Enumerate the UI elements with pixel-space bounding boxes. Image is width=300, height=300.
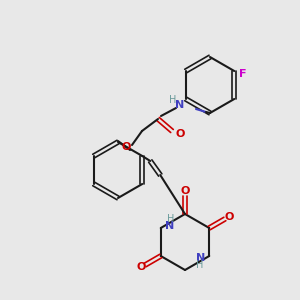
Text: N: N — [165, 221, 174, 231]
Text: O: O — [180, 186, 190, 196]
Text: H: H — [196, 260, 203, 270]
Text: N: N — [176, 100, 184, 110]
Text: O: O — [176, 129, 185, 139]
Text: H: H — [167, 214, 174, 224]
Text: F: F — [239, 69, 247, 79]
Text: O: O — [136, 262, 146, 272]
Text: N: N — [196, 253, 205, 263]
Text: O: O — [224, 212, 234, 221]
Text: O: O — [121, 142, 131, 152]
Text: H: H — [169, 95, 177, 105]
